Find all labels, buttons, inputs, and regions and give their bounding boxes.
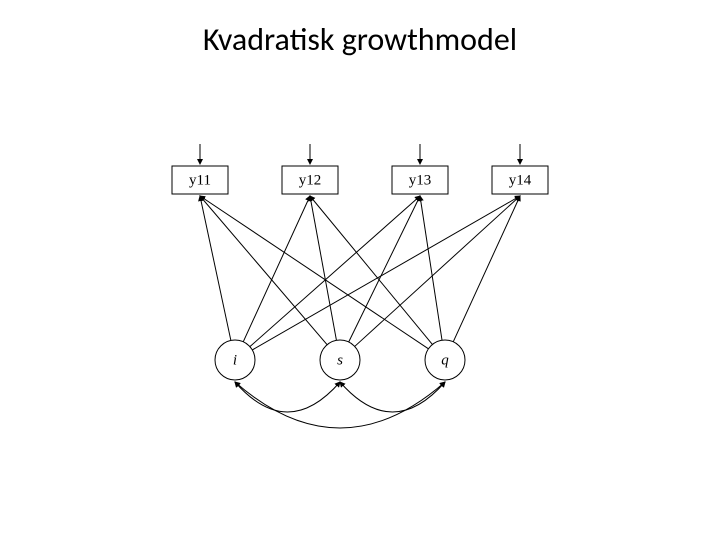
cov-i-q bbox=[340, 382, 445, 428]
page-title: Kvadratisk growthmodel bbox=[0, 20, 720, 59]
loading-s-y12 bbox=[310, 196, 336, 340]
observed-label-y11: y11 bbox=[189, 172, 211, 188]
loading-i-y11 bbox=[200, 196, 231, 340]
loading-q-y12 bbox=[310, 196, 432, 344]
latent-label-s: s bbox=[337, 352, 343, 368]
growth-model-diagram: y11 y12 y13 y14 i s q bbox=[150, 140, 580, 440]
loading-i-y12 bbox=[243, 196, 310, 342]
loading-q-y13 bbox=[420, 196, 442, 340]
cov-s-q bbox=[340, 382, 393, 412]
observed-label-y14: y14 bbox=[509, 172, 532, 188]
cov-i-s bbox=[288, 382, 341, 412]
cov-i-q bbox=[235, 382, 340, 428]
cov-i-s bbox=[235, 382, 288, 412]
latent-label-q: q bbox=[441, 352, 449, 368]
cov-s-q bbox=[393, 382, 446, 412]
observed-label-y13: y13 bbox=[409, 172, 432, 188]
loading-s-y11 bbox=[200, 196, 327, 345]
loading-q-y14 bbox=[453, 196, 520, 342]
loading-i-y14 bbox=[252, 196, 520, 350]
observed-label-y12: y12 bbox=[299, 172, 322, 188]
loading-s-y14 bbox=[355, 196, 520, 346]
latent-label-i: i bbox=[233, 352, 237, 368]
